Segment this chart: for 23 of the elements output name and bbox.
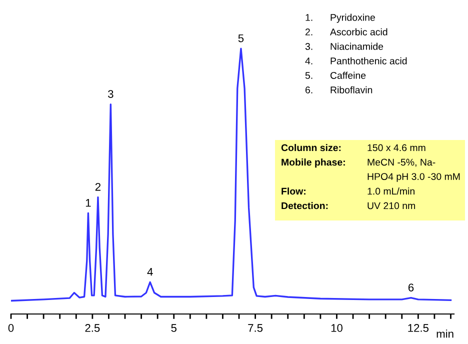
annotation: 6	[408, 284, 414, 292]
annotation: 3	[108, 90, 114, 98]
x-tick-label: 2.5	[85, 324, 100, 332]
text: 4. Panthothenic acid	[305, 57, 407, 64]
text: Detection: UV 210 nm	[282, 202, 415, 210]
x-tick-label: 0	[8, 324, 14, 332]
text: Mobile phase: MeCN -5%, Na- HPO4 pH 3.0 -30 mM	[282, 158, 460, 182]
text: 6. Riboflavin	[305, 86, 372, 94]
text: 2. Ascorbic acid	[305, 28, 388, 36]
text: 3. Niacinamide	[305, 42, 384, 50]
text: 5. Caffeine	[305, 72, 366, 79]
x-tick-label: 7.5	[248, 324, 263, 332]
text: Flow: 1.0 mL/min	[282, 188, 414, 195]
text: 1. Pyridoxine	[306, 14, 375, 23]
text: Column size: 150 x 4.6 mm	[281, 144, 426, 152]
x-tick-label: 12.5	[408, 324, 429, 332]
x-tick-label: 5	[171, 324, 176, 332]
annotation: 5	[238, 34, 244, 42]
annotation: 2	[95, 182, 101, 191]
annotation: 1	[86, 199, 91, 207]
x-axis-title: min	[436, 330, 454, 338]
x-tick-label: 10	[331, 324, 342, 332]
annotation: 4	[147, 268, 153, 276]
